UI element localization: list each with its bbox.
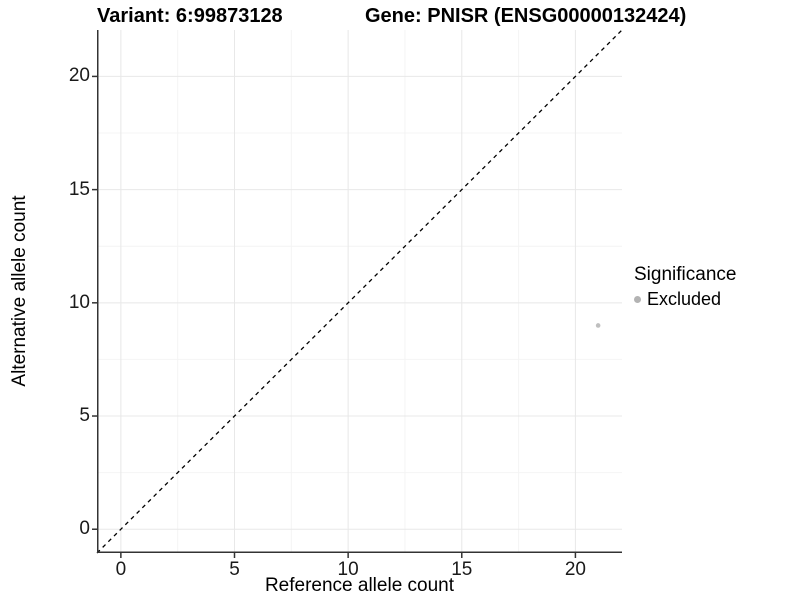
y-tick-label: 20 — [68, 65, 90, 87]
legend-entry-excluded: Excluded — [634, 289, 736, 310]
data-point — [595, 323, 601, 328]
x-tick-label: 15 — [451, 559, 473, 580]
legend-point-icon — [634, 296, 641, 303]
x-tick-label: 0 — [115, 559, 127, 580]
x-tick-label: 10 — [337, 559, 359, 580]
y-tick-label: 10 — [68, 291, 90, 313]
legend-entry-label: Excluded — [647, 289, 722, 309]
legend-title: Significance — [634, 264, 737, 285]
y-tick-label: 15 — [68, 178, 90, 200]
y-tick-label: 0 — [79, 518, 90, 540]
y-tick-label: 5 — [79, 405, 90, 427]
x-axis-title: Reference allele count — [264, 575, 455, 596]
legend: Significance Excluded — [634, 264, 736, 310]
identity-dashed-line — [96, 29, 623, 554]
x-tick-label: 20 — [564, 559, 586, 580]
plot-title-gene: Gene: PNISR (ENSG00000132424) — [365, 5, 687, 27]
plot-panel — [92, 29, 623, 558]
y-axis-title: Alternative allele count — [9, 195, 30, 387]
x-tick-label: 5 — [229, 559, 240, 580]
plot-title-variant: Variant: 6:99873128 — [97, 5, 283, 27]
